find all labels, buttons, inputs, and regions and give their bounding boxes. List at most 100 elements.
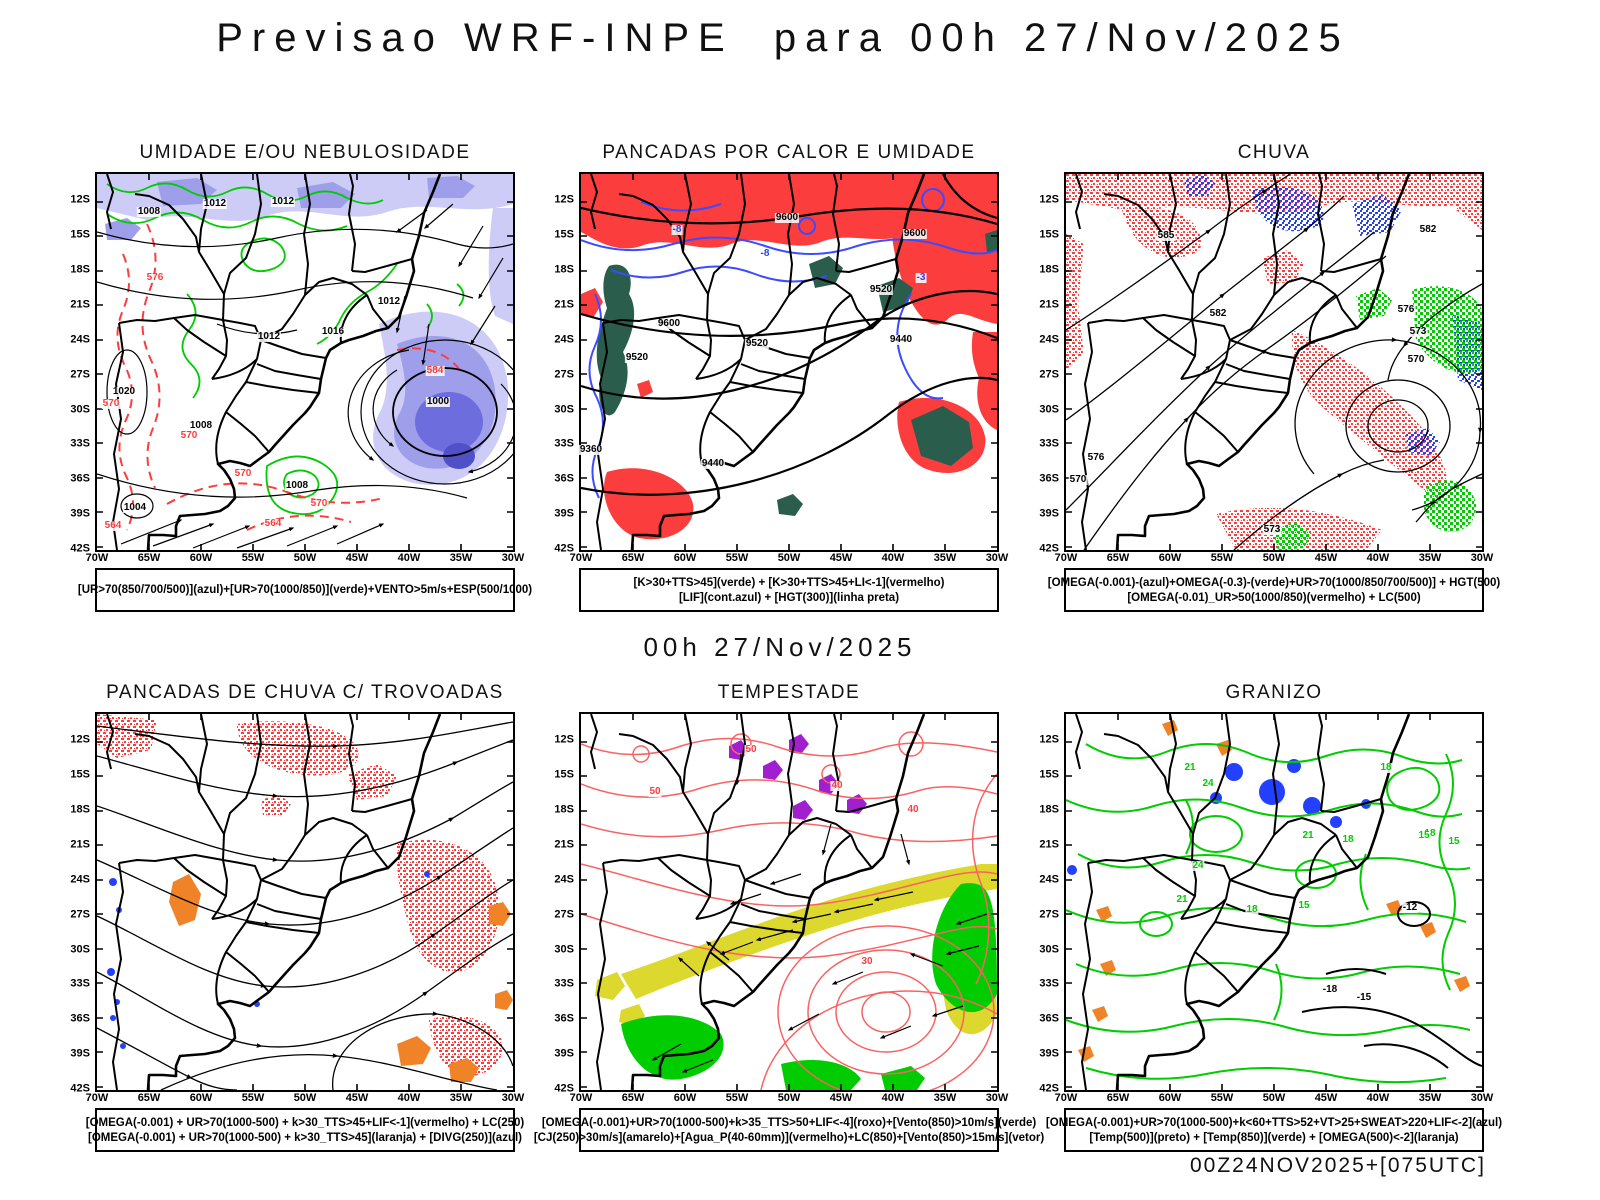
lon-tick-label: 45W: [1314, 1092, 1338, 1104]
weather-map-granizo: 21 24 18 18 21 18 15 15 24 21 15 18 -12 -18 -15: [1064, 712, 1484, 1092]
lat-tick-label: 21S: [554, 298, 574, 311]
lat-tick-label: 30S: [70, 403, 90, 415]
lat-tick-label: 30S: [70, 943, 90, 955]
latitude-axis: 12S 15S 18S 21S 24S 27S 30S 33S 36S 39S 42S: [61, 712, 95, 1095]
lon-tick-label: 55W: [725, 1092, 749, 1104]
lon-tick-label: 60W: [673, 1092, 697, 1104]
lat-tick-label: 15S: [1039, 768, 1059, 781]
lat-tick-label: 24S: [554, 873, 574, 886]
lon-tick-label: 70W: [569, 552, 593, 564]
lat-tick-label: 39S: [1039, 507, 1059, 520]
latitude-axis: 12S 15S 18S 21S 24S 27S 30S 33S 36S 39S 42S: [1030, 712, 1064, 1094]
panel-title: PANCADAS POR CALOR E UMIDADE: [602, 142, 976, 163]
caption-box: [OMEGA(-0.001) + UR>70(1000-500) + k>30_…: [86, 1108, 524, 1152]
latitude-axis: 12S 15S 18S 21S 24S 27S 30S 33S 36S 39S 42S: [1030, 172, 1064, 555]
lat-tick-label: 15S: [554, 768, 574, 781]
model-run-stamp: 00Z24NOV2025+[075UTC]: [1190, 1154, 1486, 1177]
lon-tick-label: 50W: [1262, 1092, 1286, 1104]
lat-tick-label: 36S: [70, 472, 90, 485]
weather-map-trovoadas: [95, 712, 515, 1092]
panel-title: CHUVA: [1237, 142, 1311, 163]
latitude-axis: 12S 15S 18S 21S 24S 27S 30S 33S 36S 39S 42S: [61, 172, 95, 555]
lon-tick-label: 55W: [1210, 1092, 1234, 1104]
longitude-axis: 70W 65W 60W 55W 50W 45W 40W 35W 30W: [86, 1092, 525, 1108]
lon-tick-label: 30W: [1470, 1092, 1494, 1104]
lat-tick-label: 33S: [554, 977, 574, 990]
lat-tick-label: 18S: [70, 263, 90, 276]
lon-tick-label: 60W: [189, 1092, 213, 1104]
lon-tick-label: 40W: [397, 552, 421, 564]
panel-granizo: GRANIZO 12S 15S 18S 21S 24S 27S 30S 33S 36S 39S 42…: [1030, 680, 1502, 1152]
lon-tick-label: 55W: [241, 1092, 265, 1104]
lon-tick-label: 70W: [85, 1092, 109, 1104]
lat-tick-label: 42S: [70, 1082, 90, 1095]
weather-map-tempestade: 50 50 40 40 30: [579, 712, 999, 1092]
lon-tick-label: 70W: [1054, 552, 1078, 564]
lat-tick-label: 24S: [70, 333, 90, 346]
lat-tick-label: 12S: [70, 193, 90, 206]
lon-tick-label: 70W: [1054, 1092, 1078, 1104]
lat-tick-label: 33S: [1039, 437, 1059, 450]
weather-map-pancadas-calor: 9600 9600 9600 9520 9520 9440 9520 9440 9360 -8 -3…: [578, 172, 999, 552]
lat-tick-label: 42S: [554, 542, 574, 555]
lon-tick-label: 45W: [829, 1092, 853, 1104]
caption-line: [Temp(500)](preto) + [Temp(850)](verde) …: [1089, 1131, 1459, 1144]
longitude-axis: 70W 65W 60W 55W 50W 45W 40W 35W 30W: [570, 552, 1009, 568]
lon-tick-label: 70W: [85, 552, 109, 564]
lat-tick-label: 33S: [70, 437, 90, 450]
panel-trovoadas: PANCADAS DE CHUVA C/ TROVOADAS 12S 15S 18S…: [61, 680, 525, 1152]
lat-tick-label: 39S: [554, 1047, 574, 1060]
lon-tick-label: 35W: [933, 1092, 957, 1104]
lon-tick-label: 35W: [1418, 1092, 1442, 1104]
lon-tick-label: 45W: [829, 552, 853, 564]
lon-tick-label: 70W: [569, 1092, 593, 1104]
lat-tick-label: 27S: [554, 908, 574, 921]
lon-tick-label: 35W: [449, 552, 473, 564]
caption-box: [OMEGA(-0.001)+UR>70(1000-500)+k<60+TTS>…: [1046, 1108, 1502, 1152]
lon-tick-label: 50W: [293, 1092, 317, 1104]
lon-tick-label: 40W: [881, 1092, 905, 1104]
lat-tick-label: 18S: [1039, 263, 1059, 276]
lat-tick-label: 42S: [70, 542, 90, 555]
lat-tick-label: 15S: [1039, 228, 1059, 241]
lat-tick-label: 24S: [70, 873, 90, 886]
caption-box: [UR>70(850/700/500)](azul)+[UR>70(1000/8…: [78, 568, 532, 612]
latitude-axis: 12S 15S 18S 21S 24S 27S 30S 33S 36S 39S 42S: [545, 712, 579, 1095]
panel-title: PANCADAS DE CHUVA C/ TROVOADAS: [106, 682, 504, 703]
lon-tick-label: 65W: [1106, 552, 1130, 564]
lat-tick-label: 21S: [70, 838, 90, 851]
longitude-axis: 70W 65W 60W 55W 50W 45W 40W 35W 30W: [570, 1092, 1009, 1108]
lon-tick-label: 30W: [985, 552, 1009, 564]
lat-tick-label: 15S: [554, 228, 574, 241]
caption-line: [UR>70(850/700/500)](azul)+[UR>70(1000/8…: [77, 584, 533, 596]
lat-tick-label: 42S: [554, 1082, 574, 1095]
lon-tick-label: 40W: [1366, 552, 1390, 564]
caption-line: [LIF](cont.azul) + [HGT(300)](linha pret…: [678, 591, 900, 604]
lat-tick-label: 21S: [1039, 298, 1059, 311]
caption-line: [OMEGA(-0.001) + UR>70(1000-500) + k>30_…: [88, 1131, 522, 1144]
lon-tick-label: 65W: [621, 552, 645, 564]
lon-tick-label: 30W: [501, 1092, 525, 1104]
lat-tick-label: 12S: [1039, 733, 1059, 746]
lat-tick-label: 15S: [70, 228, 90, 241]
lat-tick-label: 39S: [70, 1047, 90, 1060]
lat-tick-label: 30S: [554, 403, 574, 415]
lat-tick-label: 12S: [70, 733, 90, 746]
lat-tick-label: 12S: [554, 733, 574, 746]
lon-tick-label: 35W: [449, 1092, 473, 1104]
caption-box: [K>30+TTS>45](verde) + [K>30+TTS>45+LI<-…: [579, 568, 999, 612]
lon-tick-label: 40W: [397, 1092, 421, 1104]
lat-tick-label: 30S: [1039, 403, 1059, 415]
lat-tick-label: 42S: [1039, 542, 1059, 555]
lon-tick-label: 45W: [345, 1092, 369, 1104]
lon-tick-label: 50W: [777, 552, 801, 564]
caption-line: [OMEGA(-0.001)+UR>70(1000-500)+k<60+TTS>…: [1045, 1116, 1503, 1129]
lon-tick-label: 55W: [1210, 552, 1234, 564]
weather-map-chuva: 585 582 582 576 573 570 573 570 576: [1064, 172, 1484, 552]
lon-tick-label: 35W: [1418, 552, 1442, 564]
panel-title: UMIDADE E/OU NEBULOSIDADE: [139, 142, 471, 163]
lat-tick-label: 27S: [70, 908, 90, 921]
caption-box: [OMEGA(-0.001)-(azul)+OMEGA(-0.3)-(verde…: [1048, 568, 1500, 612]
caption-line: [CJ(250)>30m/s](amarelo)+[Agua_P(40-60mm…: [533, 1131, 1045, 1144]
lat-tick-label: 18S: [70, 803, 90, 816]
